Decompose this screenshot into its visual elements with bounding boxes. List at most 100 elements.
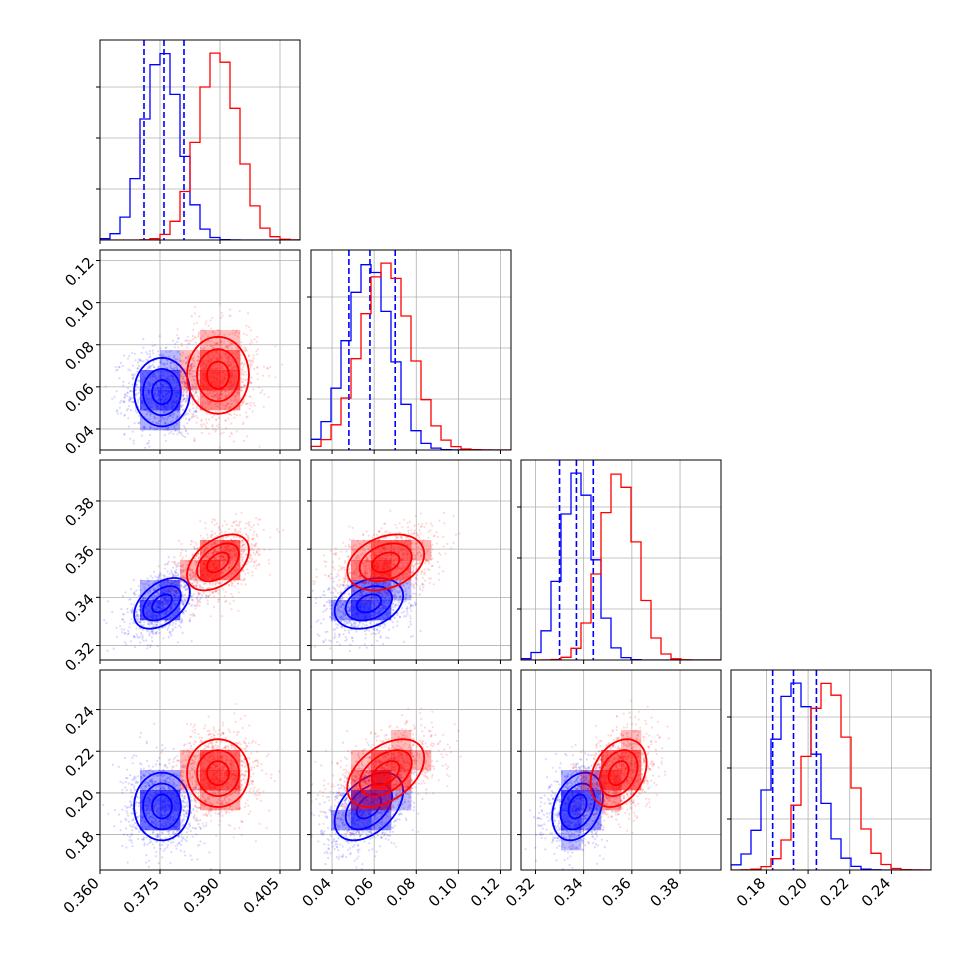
- sample-point: [125, 409, 128, 412]
- sample-point: [167, 426, 170, 429]
- sample-point: [236, 392, 239, 395]
- sample-point: [181, 564, 184, 567]
- contour-0: [142, 585, 182, 622]
- sample-point: [167, 428, 171, 431]
- sample-point: [170, 349, 173, 352]
- sample-point: [135, 617, 138, 620]
- sample-point: [207, 335, 210, 338]
- sample-point: [191, 553, 194, 556]
- sample-point: [191, 386, 194, 389]
- sample-point: [210, 545, 213, 548]
- sample-point: [106, 600, 109, 603]
- sample-point: [160, 577, 163, 581]
- sample-point: [192, 359, 195, 362]
- sample-point: [204, 418, 207, 421]
- sample-point: [134, 646, 137, 649]
- sample-point: [235, 536, 238, 539]
- sample-point: [127, 382, 130, 385]
- sample-point: [148, 367, 152, 370]
- sample-point: [322, 590, 326, 593]
- density-block: [140, 370, 161, 391]
- sample-point: [398, 590, 401, 593]
- sample-point: [205, 341, 208, 344]
- sample-point: [229, 413, 233, 417]
- sample-point: [196, 548, 199, 551]
- sample-point: [210, 395, 213, 398]
- sample-point: [254, 567, 257, 570]
- sample-point: [168, 414, 171, 418]
- sample-point: [163, 421, 166, 424]
- sample-point: [150, 622, 153, 626]
- sample-point: [203, 582, 206, 585]
- sample-point: [205, 547, 208, 550]
- sample-point: [336, 608, 339, 611]
- sample-point: [147, 579, 150, 583]
- sample-point: [232, 329, 235, 332]
- sample-point: [336, 604, 339, 607]
- sample-point: [183, 600, 186, 603]
- sample-point: [192, 365, 195, 368]
- sample-point: [217, 598, 220, 601]
- sample-point: [115, 635, 118, 639]
- sample-point: [209, 615, 212, 618]
- sample-point: [164, 346, 167, 349]
- sample-point: [155, 421, 158, 424]
- sample-point: [185, 361, 188, 364]
- sample-point: [134, 359, 137, 362]
- sample-point: [192, 576, 195, 579]
- sample-point: [240, 373, 243, 376]
- sample-point: [225, 536, 228, 540]
- sample-point: [157, 422, 160, 425]
- sample-point: [233, 585, 236, 588]
- sample-point: [194, 574, 197, 578]
- sample-point: [210, 530, 213, 533]
- sample-point: [192, 574, 195, 578]
- sample-point: [335, 623, 338, 626]
- sample-point: [171, 629, 174, 632]
- sample-point: [214, 539, 217, 542]
- sample-point: [153, 417, 156, 420]
- sample-point: [155, 623, 158, 626]
- sample-point: [204, 427, 207, 430]
- sample-point: [193, 592, 196, 596]
- sample-point: [248, 395, 251, 398]
- sample-point: [188, 410, 191, 413]
- sample-point: [170, 571, 173, 574]
- sample-point: [216, 341, 219, 345]
- sample-point: [151, 631, 154, 634]
- sample-point: [188, 369, 191, 372]
- sample-point: [182, 434, 185, 437]
- panel-content: [100, 40, 300, 240]
- sample-point: [219, 340, 222, 343]
- sample-point: [171, 387, 174, 391]
- sample-point: [179, 554, 182, 557]
- sample-point: [149, 415, 152, 418]
- sample-point: [194, 410, 197, 413]
- sample-point: [138, 621, 142, 624]
- sample-point: [176, 641, 179, 644]
- sample-point: [166, 570, 169, 573]
- sample-point: [176, 350, 179, 353]
- sample-point: [187, 418, 191, 421]
- sample-point: [170, 367, 173, 370]
- sample-point: [348, 631, 351, 634]
- sample-point: [201, 394, 204, 397]
- sample-point: [416, 573, 419, 576]
- sample-point: [240, 550, 243, 553]
- sample-point: [341, 602, 345, 606]
- sample-point: [232, 599, 235, 603]
- sample-point: [129, 437, 132, 440]
- sample-point: [215, 557, 218, 560]
- sample-point: [238, 414, 241, 417]
- sample-point: [181, 381, 184, 384]
- sample-point: [198, 600, 201, 603]
- sample-point: [205, 412, 208, 415]
- sample-point: [220, 311, 223, 314]
- sample-point: [179, 381, 182, 384]
- sample-point: [233, 416, 236, 419]
- sample-point: [178, 374, 181, 377]
- sample-point: [185, 585, 188, 588]
- sample-point: [240, 341, 243, 344]
- sample-point: [182, 603, 185, 606]
- sample-point: [240, 362, 243, 365]
